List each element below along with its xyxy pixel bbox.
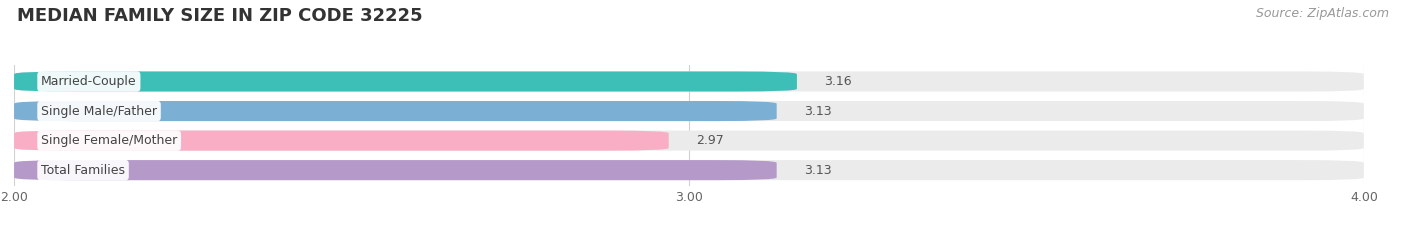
Text: MEDIAN FAMILY SIZE IN ZIP CODE 32225: MEDIAN FAMILY SIZE IN ZIP CODE 32225: [17, 7, 422, 25]
Text: Single Female/Mother: Single Female/Mother: [41, 134, 177, 147]
Text: Total Families: Total Families: [41, 164, 125, 177]
FancyBboxPatch shape: [14, 130, 669, 151]
Text: Source: ZipAtlas.com: Source: ZipAtlas.com: [1256, 7, 1389, 20]
Text: Married-Couple: Married-Couple: [41, 75, 136, 88]
Text: 3.13: 3.13: [804, 164, 831, 177]
FancyBboxPatch shape: [14, 101, 776, 121]
Text: 3.13: 3.13: [804, 105, 831, 117]
FancyBboxPatch shape: [14, 160, 776, 180]
Text: Single Male/Father: Single Male/Father: [41, 105, 157, 117]
Text: 2.97: 2.97: [696, 134, 724, 147]
Text: 3.16: 3.16: [824, 75, 852, 88]
FancyBboxPatch shape: [14, 72, 797, 92]
FancyBboxPatch shape: [14, 130, 1364, 151]
FancyBboxPatch shape: [14, 101, 1364, 121]
FancyBboxPatch shape: [14, 160, 1364, 180]
FancyBboxPatch shape: [14, 72, 1364, 92]
